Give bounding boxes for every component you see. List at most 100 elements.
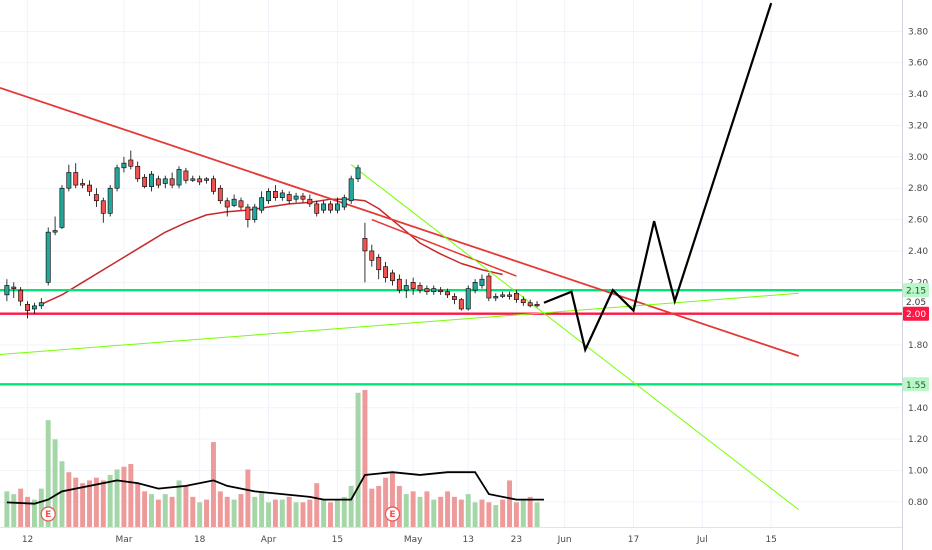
candle-body bbox=[452, 296, 457, 300]
candle-body bbox=[25, 303, 30, 311]
price-label-2-05: 2.05 bbox=[906, 298, 926, 308]
time-tick-label: 12 bbox=[22, 535, 33, 545]
volume-bar bbox=[190, 496, 196, 527]
time-tick-label: 17 bbox=[628, 535, 639, 545]
volume-bar bbox=[410, 491, 416, 527]
candle-body bbox=[431, 288, 437, 293]
volume-bar bbox=[128, 463, 134, 527]
volume-bar bbox=[73, 477, 79, 527]
price-tick-label: 2.80 bbox=[908, 184, 928, 194]
volume-bar bbox=[314, 483, 320, 527]
candle-body bbox=[438, 289, 444, 293]
volume-bar bbox=[66, 472, 72, 527]
volume-bar bbox=[472, 502, 478, 527]
volume-bar bbox=[18, 488, 24, 527]
candle-body bbox=[369, 250, 375, 261]
candle-body bbox=[445, 291, 450, 296]
price-tick-label: 3.20 bbox=[908, 121, 928, 131]
trend-line bbox=[0, 86, 800, 357]
volume-bar bbox=[362, 390, 368, 527]
level-badge-label: 2.15 bbox=[906, 287, 926, 297]
candle-body bbox=[259, 197, 265, 211]
candle-body bbox=[231, 198, 237, 206]
candle-body bbox=[341, 197, 347, 208]
candle-body bbox=[176, 169, 182, 186]
candle-body bbox=[121, 162, 127, 169]
volume-average-line bbox=[6, 471, 544, 505]
volume-bar bbox=[100, 480, 106, 527]
candle-body bbox=[211, 178, 216, 192]
price-projection bbox=[543, 2, 773, 354]
candle-body bbox=[224, 200, 230, 208]
candle-body bbox=[204, 178, 209, 181]
time-tick-label: Jul bbox=[696, 535, 708, 545]
price-tick-label: 3.60 bbox=[908, 59, 928, 69]
level-badge bbox=[903, 377, 929, 392]
volume-bar bbox=[507, 480, 513, 527]
candle-body bbox=[107, 187, 113, 214]
price-tick-label: 3.80 bbox=[908, 27, 928, 37]
volume-bar bbox=[300, 502, 306, 527]
candle-body bbox=[479, 278, 485, 286]
volume-bar bbox=[52, 439, 58, 527]
candlesticks bbox=[4, 150, 540, 319]
volume-bar bbox=[424, 491, 430, 527]
volume-bar bbox=[59, 461, 65, 527]
moving-average bbox=[41, 198, 503, 305]
volume-bar bbox=[224, 496, 230, 527]
volume-bar bbox=[451, 496, 457, 527]
candle-body bbox=[80, 183, 86, 186]
time-tick-label: 23 bbox=[511, 535, 522, 545]
earnings-marker-label: E bbox=[389, 510, 395, 520]
candle-body bbox=[403, 285, 409, 291]
candle-body bbox=[424, 288, 430, 293]
volume-bar bbox=[513, 502, 519, 527]
earnings-marker bbox=[40, 506, 56, 522]
volume-bar bbox=[445, 491, 451, 527]
level-badge-label: 2.00 bbox=[906, 310, 926, 320]
candle-body bbox=[31, 305, 37, 310]
candle-body bbox=[93, 194, 99, 202]
candle-body bbox=[520, 299, 526, 304]
volume-bar bbox=[383, 477, 389, 527]
volume-pane bbox=[4, 390, 544, 527]
time-tick-label: 18 bbox=[194, 535, 206, 545]
volume-bar bbox=[176, 480, 182, 527]
earnings-marker bbox=[384, 506, 401, 522]
volume-bar bbox=[321, 499, 327, 527]
candle-body bbox=[465, 288, 471, 310]
candle-body bbox=[272, 191, 278, 198]
candle-body bbox=[183, 170, 189, 181]
candle-body bbox=[18, 289, 24, 302]
volume-bar bbox=[210, 442, 216, 527]
candle-body bbox=[190, 178, 196, 181]
volume-bar bbox=[307, 499, 313, 527]
price-axis[interactable]: 3.803.603.403.203.002.802.602.402.201.80… bbox=[903, 27, 929, 508]
candle-body bbox=[279, 192, 285, 198]
price-tick-label: 0.80 bbox=[908, 498, 928, 508]
volume-bar bbox=[348, 485, 354, 527]
volume-bar bbox=[458, 499, 464, 527]
time-axis[interactable]: 12 Mar 18 Apr 15 May 13 23 Jun 17 Jul 15 bbox=[22, 535, 777, 545]
moving-average-line bbox=[41, 198, 503, 305]
volume-bar bbox=[87, 480, 92, 527]
projection-path bbox=[543, 2, 773, 354]
candle-body bbox=[155, 178, 161, 186]
volume-bar bbox=[465, 494, 471, 527]
volume-bar bbox=[204, 499, 210, 527]
volume-bar bbox=[438, 496, 444, 527]
volume-bar bbox=[376, 485, 382, 527]
candle-body bbox=[266, 191, 271, 202]
earnings-marker-label: E bbox=[45, 510, 51, 520]
candle-body bbox=[507, 294, 512, 297]
level-badge bbox=[903, 306, 929, 321]
volume-bar bbox=[286, 496, 292, 527]
candle-body bbox=[300, 195, 306, 200]
candle-body bbox=[135, 165, 141, 180]
volume-bar bbox=[135, 483, 141, 527]
volume-bar bbox=[183, 485, 189, 527]
candle-body bbox=[534, 303, 540, 307]
volume-bar bbox=[142, 491, 148, 527]
